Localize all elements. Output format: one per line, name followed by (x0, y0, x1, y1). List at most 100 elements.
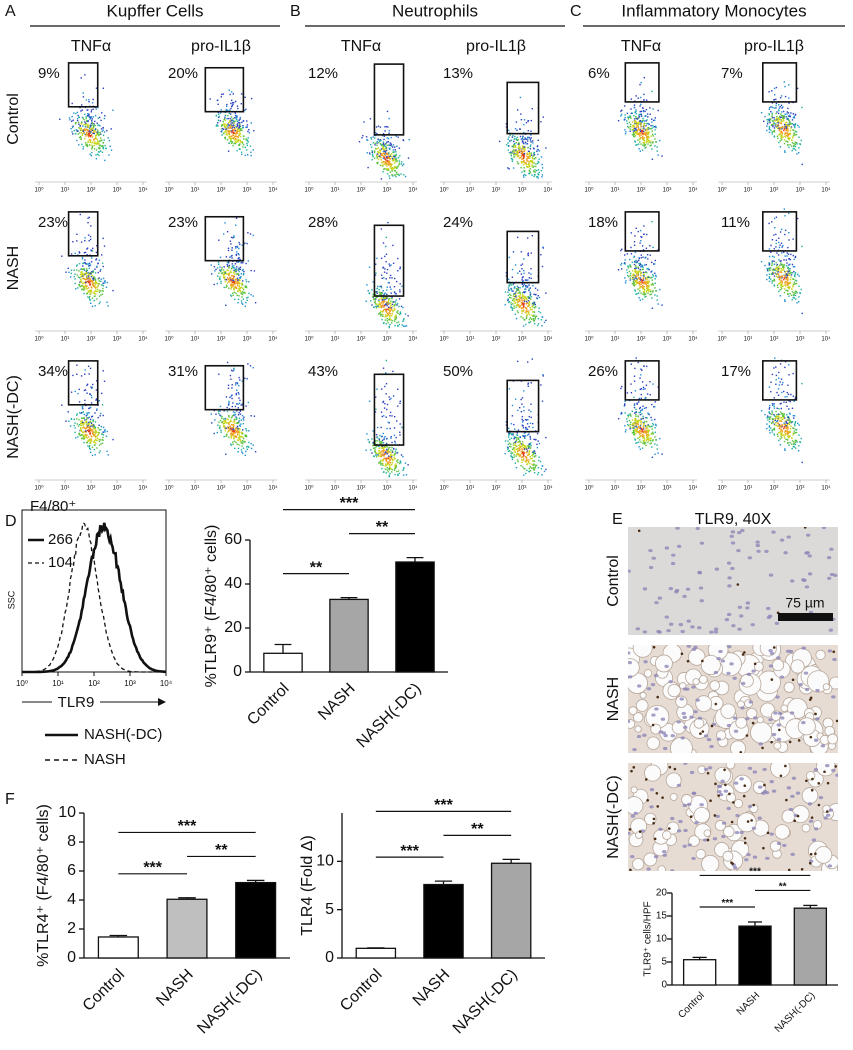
flow-event (224, 125, 227, 128)
flow-event (382, 171, 384, 173)
flow-event (783, 116, 785, 118)
flow-event (98, 451, 100, 454)
flow-event (71, 102, 73, 105)
flow-event (247, 232, 249, 234)
flow-event (523, 302, 526, 304)
flow-event (782, 269, 785, 271)
flow-event (774, 119, 776, 122)
flow-event (233, 121, 235, 123)
flow-event (648, 288, 650, 291)
flow-event (637, 272, 639, 275)
flow-event (85, 281, 87, 284)
flow-event (646, 127, 649, 129)
flow-event (227, 262, 230, 264)
flow-event (644, 280, 646, 283)
flow-event (100, 443, 102, 445)
flow-event (389, 315, 391, 317)
flow-event (388, 312, 390, 314)
flow-event (641, 120, 644, 123)
flow-event (395, 173, 398, 175)
flow-event (84, 272, 87, 275)
flow-event (246, 149, 248, 151)
flow-event (536, 169, 538, 172)
flow-event (633, 279, 635, 281)
flow-event (95, 432, 97, 434)
flow-event (384, 157, 386, 159)
flow-tick-label: 10⁰ (164, 336, 174, 343)
flow-event (99, 301, 101, 303)
panel-letter: C (570, 3, 582, 20)
flow-event (394, 416, 396, 418)
flow-event (391, 157, 394, 160)
flow-event (519, 135, 522, 138)
flow-event (764, 264, 766, 267)
flow-event (223, 124, 226, 127)
flow-event (67, 267, 69, 270)
flow-event (538, 161, 540, 164)
flow-event (229, 374, 232, 377)
flow-event (628, 116, 630, 118)
flow-event (780, 276, 783, 279)
flow-event (524, 137, 526, 139)
flow-event (381, 164, 383, 166)
flow-event (213, 283, 215, 286)
flow-event (512, 149, 515, 151)
flow-event (644, 144, 647, 146)
flow-event (222, 274, 225, 276)
flow-event (383, 161, 385, 163)
flow-event (240, 404, 242, 406)
flow-event (81, 104, 83, 106)
flow-event (95, 283, 97, 285)
flow-event (784, 284, 786, 286)
flow-event (228, 415, 230, 417)
flow-event (239, 438, 241, 440)
flow-event (76, 423, 78, 425)
flow-tick-label: 10² (87, 188, 96, 194)
flow-event (772, 123, 774, 126)
flow-event (397, 156, 400, 159)
flow-event (786, 121, 788, 123)
flow-event (225, 435, 227, 437)
flow-event (245, 286, 248, 289)
flow-event (639, 277, 642, 279)
flow-event (520, 273, 523, 275)
flow-event (238, 267, 240, 269)
flow-event (376, 142, 378, 144)
flow-event (230, 107, 232, 110)
flow-event (79, 213, 81, 216)
flow-event (525, 285, 527, 287)
flow-event (779, 132, 781, 135)
flow-event (378, 299, 380, 301)
flow-event (773, 107, 775, 109)
flow-event (244, 435, 247, 437)
flow-event (534, 317, 537, 319)
flow-event (520, 264, 522, 266)
flow-event (226, 263, 228, 266)
flow-event (61, 255, 63, 257)
flow-event (374, 450, 376, 453)
flow-event (641, 131, 644, 133)
flow-event (90, 127, 93, 129)
flow-event (534, 294, 537, 296)
flow-event (520, 119, 523, 121)
flow-event (78, 283, 81, 286)
flow-event (80, 77, 82, 79)
flow-event (523, 119, 526, 121)
flow-event (795, 149, 797, 151)
flow-event (392, 168, 394, 171)
flow-event (628, 275, 630, 278)
flow-event (250, 151, 252, 153)
flow-event (526, 286, 529, 288)
flow-event (103, 131, 106, 133)
row-label: NASH(-DC) (5, 375, 22, 459)
flow-event (391, 446, 393, 449)
flow-event (85, 286, 87, 288)
flow-event (246, 299, 248, 301)
flow-event (248, 132, 251, 134)
flow-event (528, 166, 531, 168)
flow-event (94, 284, 96, 286)
flow-event (391, 468, 393, 471)
flow-event (102, 146, 104, 148)
flow-event (523, 258, 525, 260)
flow-event (233, 414, 235, 416)
